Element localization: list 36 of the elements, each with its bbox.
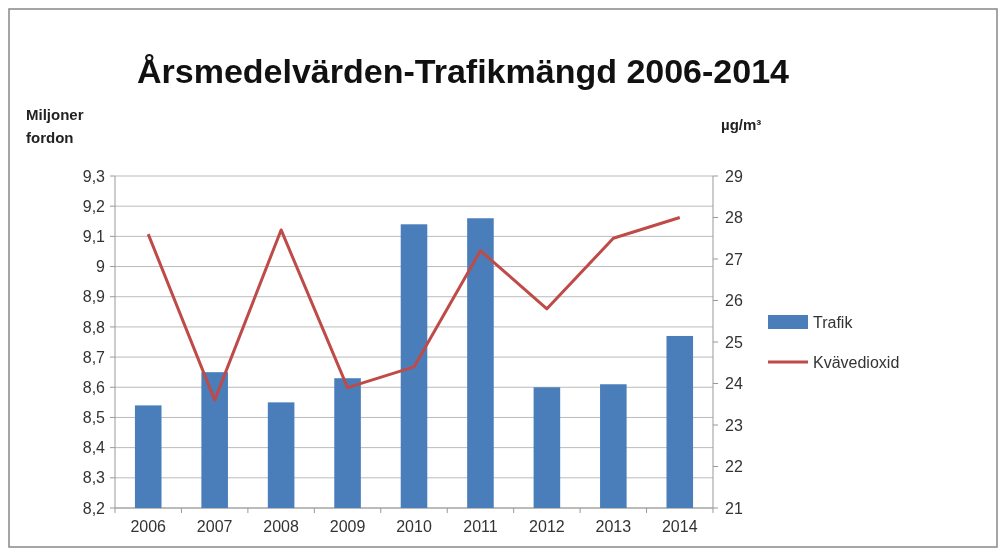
y-tick-label: 9: [96, 258, 106, 276]
y2-tick-label: 26: [725, 292, 743, 310]
x-tick-label: 2014: [661, 518, 698, 535]
x-tick-label: 2010: [396, 518, 432, 535]
x-tick-label: 2013: [595, 518, 632, 535]
y-tick-label: 8,7: [82, 348, 106, 366]
y-tick-label: 8,5: [82, 409, 106, 427]
legend-label: Kvävedioxid: [813, 353, 900, 371]
y-tick-label: 9,3: [82, 167, 106, 185]
y2-tick-label: 22: [725, 458, 743, 476]
x-tick-label: 2006: [130, 518, 167, 535]
y-tick-label: 8,3: [82, 469, 106, 487]
x-tick-label: 2012: [529, 518, 565, 535]
x-tick-label: 2007: [196, 518, 233, 535]
y-tick-label: 8,9: [82, 288, 106, 306]
legend-label: Trafik: [813, 313, 854, 331]
y2-tick-label: 24: [725, 375, 743, 393]
y-tick-label: 9,2: [82, 197, 106, 215]
y2-tick-label: 28: [725, 209, 743, 227]
x-tick-label: 2009: [329, 518, 366, 535]
y2-tick-label: 29: [725, 167, 743, 185]
y-tick-label: 8,8: [82, 318, 106, 336]
y2-axis-title: µg/m³: [721, 116, 762, 133]
x-tick-label: 2011: [463, 518, 498, 535]
line-series: [146, 216, 682, 402]
y-tick-label: 9,1: [82, 227, 106, 245]
y2-tick-label: 23: [725, 416, 743, 434]
y-tick-label: 8,4: [82, 439, 106, 457]
y-tick-label: 8,6: [82, 378, 106, 396]
y2-tick-label: 21: [725, 499, 743, 517]
x-tick-label: 2008: [263, 518, 300, 535]
y-axis-title: Miljoner fordon: [26, 106, 84, 146]
chart-title: Årsmedelvärden-Trafikmängd 2006-2014: [137, 52, 790, 90]
y-tick-label: 8,2: [82, 499, 106, 517]
y2-tick-label: 27: [725, 250, 743, 268]
y2-tick-label: 25: [725, 333, 743, 351]
